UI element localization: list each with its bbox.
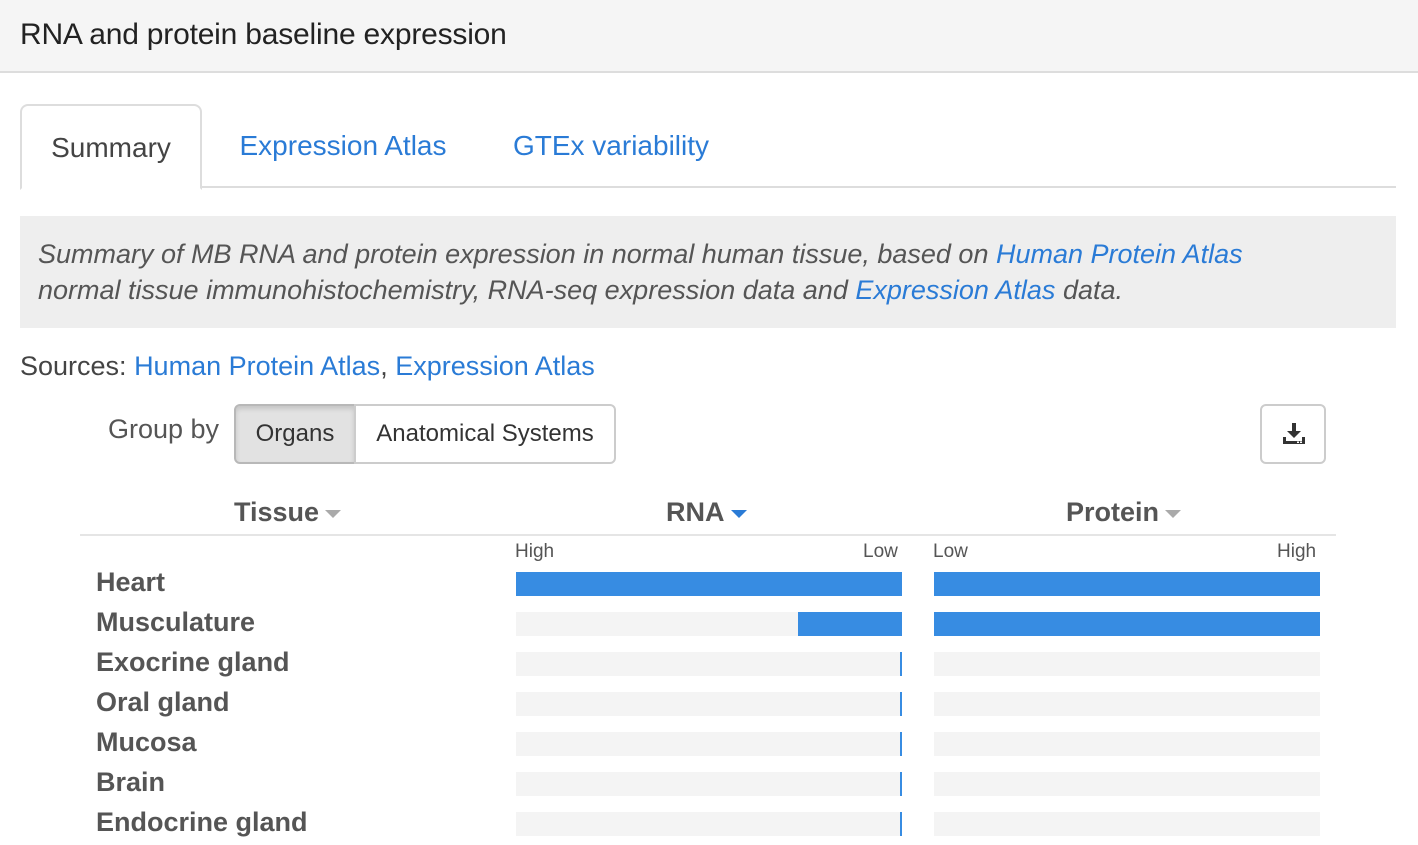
- column-header-protein-label: Protein: [1066, 497, 1160, 527]
- column-header-protein[interactable]: Protein: [1066, 497, 1182, 528]
- rna-bar-track: [516, 692, 902, 716]
- rna-bar-track: [516, 572, 902, 596]
- protein-bar-track: [934, 612, 1320, 636]
- summary-text-2: normal tissue immunohistochemistry, RNA-…: [38, 275, 856, 305]
- table-row: Endocrine gland: [0, 805, 1418, 845]
- rna-scale-low-label: Low: [863, 541, 898, 562]
- rna-bar: [798, 612, 902, 636]
- sources-line: Sources: Human Protein Atlas, Expression…: [20, 348, 595, 384]
- rna-bar: [900, 652, 902, 676]
- tissue-name: Brain: [96, 767, 166, 797]
- tissue-name: Mucosa: [96, 727, 197, 757]
- group-by-anatomical-systems-button[interactable]: Anatomical Systems: [354, 404, 616, 464]
- sort-caret-icon: [1165, 509, 1182, 518]
- sources-ea-link[interactable]: Expression Atlas: [395, 351, 595, 381]
- table-row: Oral gland: [0, 685, 1418, 725]
- tissue-name: Exocrine gland: [96, 647, 290, 677]
- protein-bar: [934, 572, 1320, 596]
- table-row: Brain: [0, 765, 1418, 805]
- download-icon: [1283, 423, 1305, 444]
- tissue-name: Oral gland: [96, 687, 230, 717]
- tissue-name: Heart: [96, 567, 166, 597]
- group-by-label: Group by: [108, 414, 220, 444]
- tab-summary[interactable]: Summary: [20, 104, 202, 190]
- sources-hpa-link[interactable]: Human Protein Atlas: [134, 351, 381, 381]
- rna-bar: [516, 572, 902, 596]
- sources-separator: ,: [380, 351, 396, 381]
- rna-bar-track: [516, 732, 902, 756]
- table-row: Musculature: [0, 605, 1418, 645]
- table-row: Exocrine gland: [0, 645, 1418, 685]
- rna-scale-high-label: High: [515, 541, 555, 562]
- summary-text-3: data.: [1055, 275, 1123, 305]
- summary-note: Summary of MB RNA and protein expression…: [20, 216, 1396, 328]
- protein-bar-track: [934, 732, 1320, 756]
- protein-bar-track: [934, 652, 1320, 676]
- tab-gtex-variability[interactable]: GTEx variability: [512, 130, 710, 161]
- tissue-name: Musculature: [96, 607, 256, 637]
- protein-bar-track: [934, 812, 1320, 836]
- column-header-tissue[interactable]: Tissue: [234, 497, 342, 528]
- table-row: Heart: [0, 565, 1418, 605]
- tab-expression-atlas[interactable]: Expression Atlas: [239, 130, 447, 161]
- rna-bar-track: [516, 772, 902, 796]
- summary-text-1: Summary of MB RNA and protein expression…: [38, 239, 996, 269]
- section-header: RNA and protein baseline expression: [0, 0, 1418, 73]
- table-header-divider: [80, 534, 1336, 536]
- rna-bar: [900, 732, 902, 756]
- tab-bar: Summary Expression Atlas GTEx variabilit…: [20, 104, 1396, 190]
- rna-bar-track: [516, 812, 902, 836]
- protein-scale-low-label: Low: [933, 541, 968, 562]
- column-header-rna-label: RNA: [666, 497, 725, 527]
- column-header-rna[interactable]: RNA: [666, 497, 747, 528]
- rna-bar-track: [516, 612, 902, 636]
- column-header-tissue-label: Tissue: [234, 497, 320, 527]
- rna-bar: [900, 772, 902, 796]
- human-protein-atlas-link[interactable]: Human Protein Atlas: [995, 239, 1243, 269]
- expression-atlas-link[interactable]: Expression Atlas: [855, 275, 1056, 305]
- sort-caret-active-icon: [730, 509, 747, 518]
- protein-scale-high-label: High: [1277, 541, 1317, 562]
- table-row: Mucosa: [0, 725, 1418, 765]
- sources-label: Sources:: [20, 351, 135, 381]
- rna-bar-track: [516, 652, 902, 676]
- protein-bar-track: [934, 572, 1320, 596]
- section-title: RNA and protein baseline expression: [20, 18, 507, 51]
- protein-bar: [934, 612, 1320, 636]
- sort-caret-icon: [325, 509, 342, 518]
- group-by-organs-button[interactable]: Organs: [234, 404, 356, 464]
- rna-bar: [900, 812, 902, 836]
- protein-bar-track: [934, 772, 1320, 796]
- protein-bar-track: [934, 692, 1320, 716]
- download-button[interactable]: [1260, 404, 1326, 464]
- rna-bar: [900, 692, 902, 716]
- tissue-name: Endocrine gland: [96, 807, 308, 837]
